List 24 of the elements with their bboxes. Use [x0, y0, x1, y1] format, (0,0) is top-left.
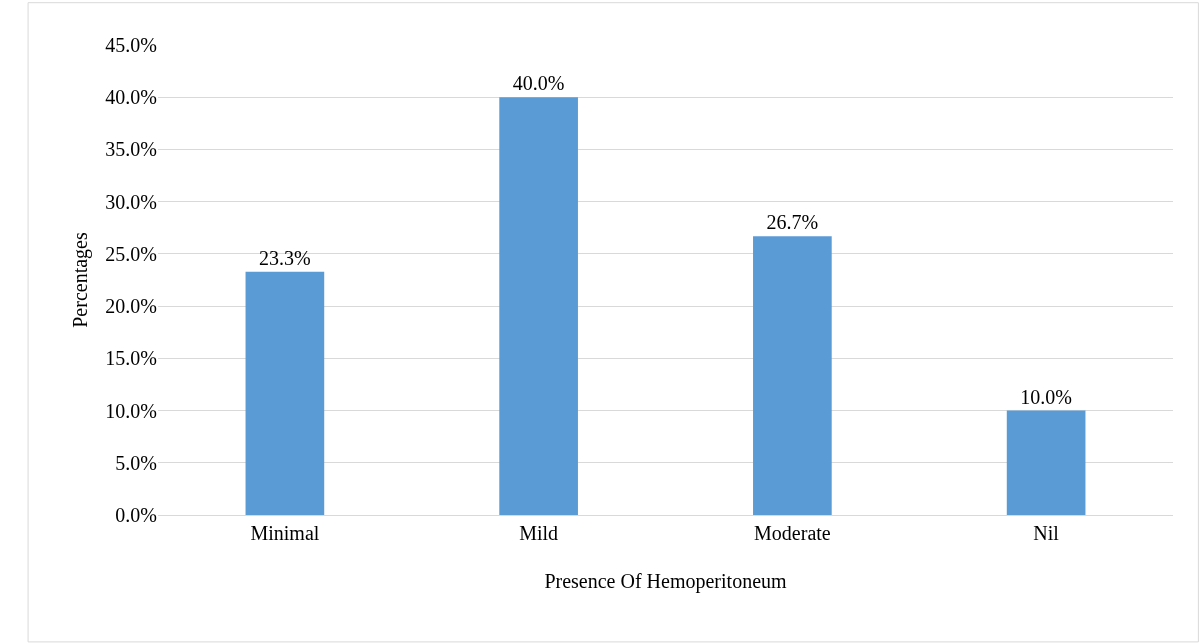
y-tick-label: 5.0%: [115, 451, 157, 474]
y-tick-label: 35.0%: [105, 138, 157, 161]
x-tick-label: Moderate: [754, 522, 831, 544]
data-label: 40.0%: [512, 72, 565, 95]
data-label: 23.3%: [259, 246, 311, 269]
bar: [753, 236, 832, 515]
y-tick-label: 10.0%: [105, 399, 157, 422]
y-axis-title: Percentages: [68, 232, 92, 328]
x-tick-label: Mild: [519, 522, 559, 544]
y-tick-label: 40.0%: [105, 86, 157, 109]
data-label: 10.0%: [1020, 385, 1072, 408]
y-tick-label: 30.0%: [105, 190, 157, 213]
bar: [499, 97, 578, 515]
x-axis-title: Presence Of Hemoperitoneum: [544, 569, 788, 593]
y-tick-label: 45.0%: [105, 34, 157, 56]
x-tick-label: Nil: [1033, 522, 1060, 544]
data-label: 26.7%: [766, 211, 819, 234]
y-tick-label: 15.0%: [105, 347, 157, 370]
y-tick-label: 25.0%: [105, 242, 157, 265]
bar: [245, 271, 325, 515]
bar: [1006, 410, 1086, 515]
x-tick-label: Minimal: [250, 522, 320, 544]
y-tick-label: 20.0%: [105, 295, 157, 318]
y-tick-label: 0.0%: [115, 504, 157, 526]
